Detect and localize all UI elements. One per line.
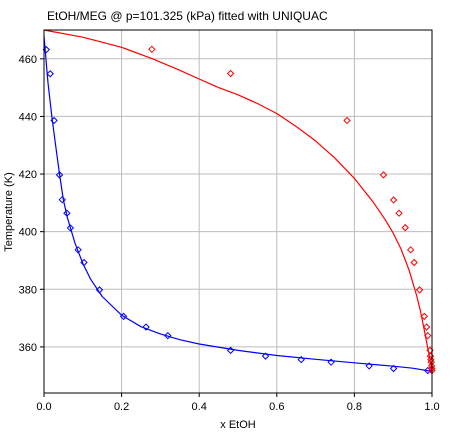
data-point-blue	[46, 70, 54, 78]
data-point-red	[410, 258, 418, 267]
data-point-red	[422, 323, 431, 331]
x-tick-label: 0.6	[269, 401, 284, 413]
x-tick-label: 0.0	[36, 401, 51, 413]
data-point-blue	[63, 209, 71, 217]
y-tick-label: 460	[19, 54, 37, 66]
data-point-blue	[58, 195, 66, 204]
data-point-blue	[261, 352, 270, 360]
data-point-blue	[327, 358, 335, 366]
y-axis-label: Temperature (K)	[3, 172, 15, 251]
data-point-red	[427, 355, 435, 364]
data-point-red	[424, 331, 432, 340]
x-tick-label: 1.0	[424, 401, 439, 413]
data-point-red	[395, 209, 403, 217]
data-point-red	[406, 246, 415, 254]
data-point-blue	[50, 116, 58, 125]
y-tick-label: 400	[19, 227, 37, 239]
data-point-blue	[164, 331, 172, 340]
data-point-blue	[55, 171, 64, 179]
data-point-red	[148, 45, 156, 54]
data-point-blue	[142, 323, 150, 331]
y-tick-label: 380	[19, 284, 37, 296]
data-point-red	[379, 171, 388, 179]
data-point-red	[401, 223, 409, 232]
data-point-red	[226, 69, 235, 78]
data-point-blue	[365, 362, 373, 370]
data-point-blue	[74, 246, 82, 254]
data-point-blue	[119, 312, 128, 321]
data-point-blue	[66, 224, 75, 232]
data-point-blue	[226, 346, 235, 355]
fit-curve-red	[43, 29, 433, 372]
data-point-red	[420, 312, 428, 321]
plot-frame	[43, 29, 433, 394]
data-point-blue	[297, 355, 305, 364]
y-tick-label: 440	[19, 111, 37, 123]
data-point-blue	[389, 364, 398, 373]
y-tick-label: 420	[19, 169, 37, 181]
x-tick-label: 0.4	[192, 401, 207, 413]
ticks: 0.0 0.2 0.4 0.6 0.8 1.0 360 380 400 420 440 460	[19, 54, 440, 413]
data-point-red	[427, 358, 435, 366]
x-tick-label: 0.2	[114, 401, 129, 413]
fit-curve-blue	[43, 35, 433, 372]
data-point-blue	[80, 258, 88, 267]
x-tick-label: 0.8	[347, 401, 362, 413]
data-point-red	[415, 286, 424, 294]
data-point-blue	[95, 286, 104, 294]
data-point-red	[389, 196, 398, 204]
chart-title: EtOH/MEG @ p=101.325 (kPa) fitted with U…	[47, 9, 328, 23]
series-layer	[42, 29, 436, 375]
y-tick-label: 360	[19, 342, 37, 354]
x-axis-label: x EtOH	[220, 419, 256, 431]
data-point-red	[343, 116, 351, 125]
